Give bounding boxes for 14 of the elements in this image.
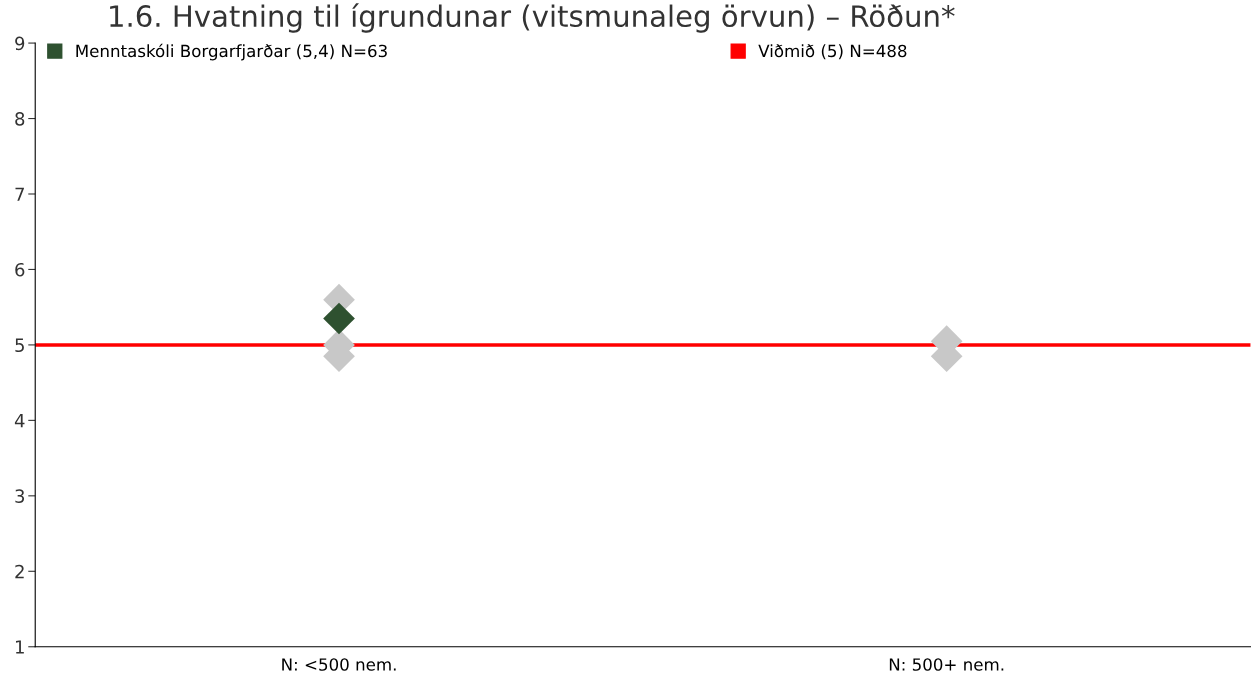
y-tick-label: 3 xyxy=(15,489,25,503)
legend-label: Menntaskóli Borgarfjarðar (5,4) N=63 xyxy=(76,43,387,61)
x-tick-label: N: <500 nem. xyxy=(282,658,396,671)
y-tick-label: 8 xyxy=(15,111,25,126)
y-tick-label: 5 xyxy=(15,338,24,353)
y-tick-label: 9 xyxy=(15,36,25,51)
chart-title: 1.6. Hvatning til ígrundunar (vitsmunaleg örvun) – Röðun* xyxy=(110,3,955,33)
y-tick-label: 7 xyxy=(15,187,24,201)
x-tick-label: N: 500+ nem. xyxy=(889,658,1004,671)
y-tick-label: 2 xyxy=(15,564,24,579)
y-tick-label: 4 xyxy=(14,414,25,428)
legend-label: Viðmið (5) N=488 xyxy=(758,44,907,60)
y-tick-label: 6 xyxy=(15,262,25,277)
y-tick-label: 1 xyxy=(16,640,24,654)
